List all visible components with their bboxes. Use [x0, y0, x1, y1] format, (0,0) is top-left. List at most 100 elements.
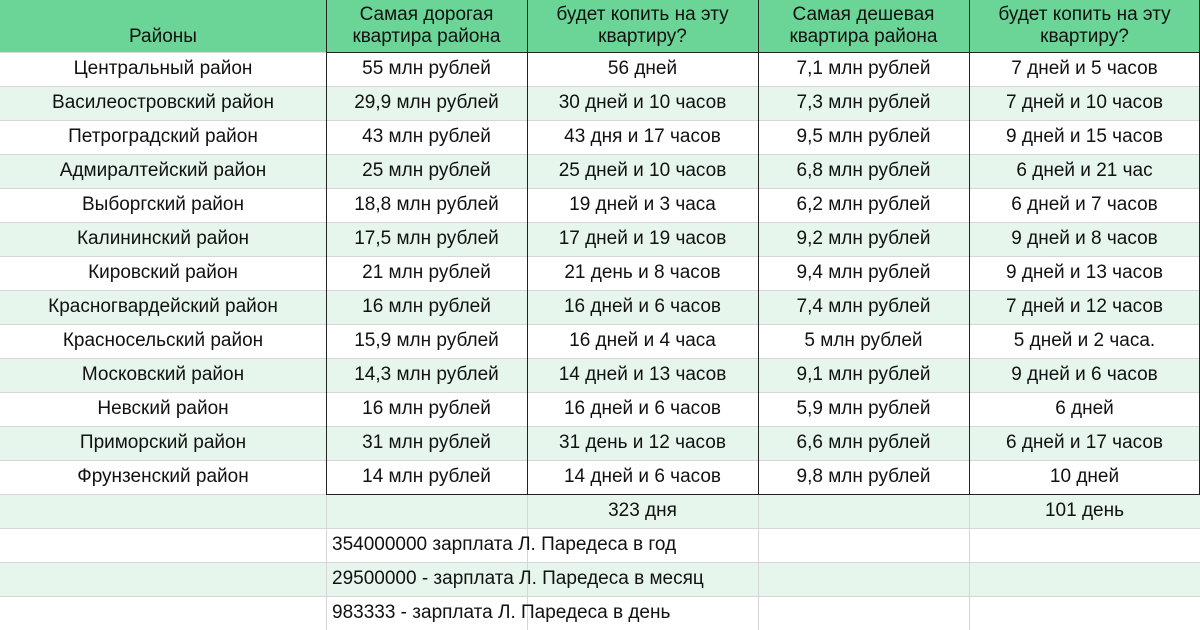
grid-line	[0, 596, 1200, 597]
row-bg	[0, 86, 1200, 120]
total-cell: 101 день	[1044, 500, 1125, 521]
table-cell: Петроградский район	[68, 126, 258, 147]
table-cell: 55 млн рублей	[362, 58, 491, 79]
table-cell: 6,2 млн рублей	[796, 194, 931, 215]
table-cell: 9 дней и 13 часов	[1005, 262, 1164, 283]
note-cell: 354000000 зарплата Л. Паредеса в год	[332, 534, 677, 555]
total-cell: 323 дня	[608, 500, 677, 521]
table-cell: 5,9 млн рублей	[796, 398, 931, 419]
grid-line	[0, 86, 1200, 87]
table-cell: 31 млн рублей	[362, 432, 491, 453]
table-cell: 21 млн рублей	[362, 262, 491, 283]
table-cell: 6 дней и 17 часов	[1005, 432, 1164, 453]
row-bg	[0, 222, 1200, 256]
grid-line	[0, 358, 1200, 359]
border-line	[527, 0, 528, 494]
row-bg	[0, 154, 1200, 188]
table-cell: Фрунзенский район	[77, 466, 249, 487]
header-cell: Районы	[129, 26, 197, 47]
table-cell: 14 млн рублей	[362, 466, 491, 487]
table-cell: 15,9 млн рублей	[354, 330, 499, 351]
header-cell: будет копить на эту квартиру?	[998, 4, 1171, 47]
table-cell: 43 млн рублей	[362, 126, 491, 147]
grid-line	[0, 324, 1200, 325]
row-bg	[0, 494, 1200, 528]
border-line	[326, 494, 1200, 495]
grid-line	[0, 426, 1200, 427]
note-cell: 29500000 - зарплата Л. Паредеса в месяц	[332, 568, 704, 589]
table-cell: 16 млн рублей	[362, 296, 491, 317]
table-cell: 25 дней и 10 часов	[558, 160, 727, 181]
table-cell: 14 дней и 6 часов	[563, 466, 722, 487]
table-cell: 6 дней и 7 часов	[1011, 194, 1158, 215]
table-cell: Приморский район	[79, 432, 247, 453]
table-cell: 7,3 млн рублей	[796, 92, 931, 113]
table-cell: 9,1 млн рублей	[796, 364, 931, 385]
note-cell: 983333 - зарплата Л. Паредеса в день	[332, 602, 671, 623]
table-cell: 16 млн рублей	[362, 398, 491, 419]
header-bg	[0, 0, 1200, 52]
table-cell: 18,8 млн рублей	[354, 194, 499, 215]
header-cell: Самая дешевая квартира района	[789, 4, 938, 47]
table-cell: 9,4 млн рублей	[796, 262, 931, 283]
table-cell: Выборгский район	[82, 194, 244, 215]
table-cell: 9 дней и 8 часов	[1011, 228, 1158, 249]
border-line	[326, 0, 327, 494]
row-bg	[0, 358, 1200, 392]
grid-line	[0, 392, 1200, 393]
table-cell: 16 дней и 6 часов	[563, 398, 722, 419]
table-cell: 6 дней и 21 час	[1016, 160, 1153, 181]
table-cell: 43 дня и 17 часов	[564, 126, 721, 147]
table-cell: 10 дней	[1049, 466, 1120, 487]
table-cell: 21 день и 8 часов	[564, 262, 721, 283]
grid-line	[0, 460, 1200, 461]
table-cell: 9 дней и 15 часов	[1005, 126, 1164, 147]
header-cell: Самая дорогая квартира района	[352, 4, 501, 47]
table-cell: 7 дней и 12 часов	[1005, 296, 1164, 317]
grid-line	[0, 154, 1200, 155]
table-cell: 9 дней и 6 часов	[1011, 364, 1158, 385]
grid-line	[0, 256, 1200, 257]
table-cell: Центральный район	[73, 58, 253, 79]
table-cell: 7 дней и 5 часов	[1011, 58, 1158, 79]
table-cell: 7 дней и 10 часов	[1005, 92, 1164, 113]
table-cell: 9,5 млн рублей	[796, 126, 931, 147]
table-cell: 31 день и 12 часов	[559, 432, 726, 453]
table-cell: 56 дней	[607, 58, 678, 79]
border-line	[758, 0, 759, 494]
row-bg	[0, 290, 1200, 324]
row-bg	[0, 426, 1200, 460]
table-cell: 14 дней и 13 часов	[558, 364, 727, 385]
grid-line	[0, 290, 1200, 291]
grid-line	[0, 120, 1200, 121]
table-cell: 17 дней и 19 часов	[558, 228, 727, 249]
table-cell: 9,8 млн рублей	[796, 466, 931, 487]
table-cell: 6,8 млн рублей	[796, 160, 931, 181]
table-cell: Кировский район	[88, 262, 238, 283]
table-cell: Красносельский район	[62, 330, 264, 351]
table-cell: Адмиралтейский район	[59, 160, 267, 181]
grid-line	[0, 562, 1200, 563]
grid-line	[0, 222, 1200, 223]
table-cell: 25 млн рублей	[362, 160, 491, 181]
table-cell: Василеостровский район	[52, 92, 274, 113]
border-line	[326, 52, 1200, 53]
table-cell: 16 дней и 6 часов	[563, 296, 722, 317]
table-cell: 9,2 млн рублей	[796, 228, 931, 249]
border-line	[969, 0, 970, 494]
table-cell: Красногвардейский район	[48, 296, 278, 317]
grid-line	[0, 188, 1200, 189]
grid-line	[0, 528, 1200, 529]
table-cell: 19 дней и 3 часа	[569, 194, 716, 215]
table-cell: Московский район	[81, 364, 245, 385]
header-cell: будет копить на эту квартиру?	[556, 4, 729, 47]
row-bg	[0, 562, 1200, 596]
table-cell: 7,4 млн рублей	[796, 296, 931, 317]
table-cell: 30 дней и 10 часов	[558, 92, 727, 113]
table-cell: Калининский район	[76, 228, 250, 249]
table-cell: Невский район	[97, 398, 229, 419]
table-cell: 5 дней и 2 часа.	[1013, 330, 1156, 351]
table-cell: 14,3 млн рублей	[354, 364, 499, 385]
table-cell: 29,9 млн рублей	[354, 92, 499, 113]
